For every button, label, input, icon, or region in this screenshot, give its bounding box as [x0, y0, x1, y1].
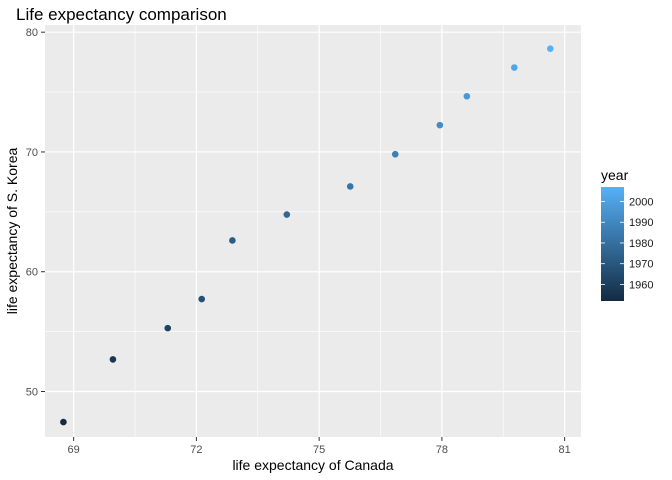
- legend-tick-label: 1960: [629, 279, 653, 291]
- plot-panel: [45, 25, 581, 437]
- y-tick-label: 50: [26, 386, 38, 398]
- x-tick-label: 81: [559, 444, 571, 456]
- legend-title: year: [601, 167, 629, 183]
- legend-colorbar: [601, 187, 624, 301]
- grid-lines: [45, 25, 581, 437]
- legend-tick-label: 1990: [629, 217, 653, 229]
- data-point: [547, 45, 554, 53]
- legend-tick-label: 1970: [629, 259, 653, 271]
- x-tick-label: 72: [190, 444, 202, 456]
- y-axis-title: life expectancy of S. Korea: [4, 148, 20, 315]
- data-point: [198, 295, 206, 303]
- data-point: [109, 356, 117, 363]
- data-point: [463, 92, 471, 100]
- data-point: [283, 211, 291, 218]
- x-tick-label: 69: [68, 444, 80, 456]
- data-point: [346, 183, 354, 190]
- x-tick-label: 75: [313, 444, 325, 456]
- data-points: [60, 45, 554, 426]
- y-axis-ticks: 50 60 70 80: [26, 27, 45, 398]
- chart-title: Life expectancy comparison: [16, 5, 227, 24]
- y-tick-label: 80: [26, 27, 38, 39]
- x-tick-label: 78: [436, 444, 448, 456]
- y-tick-label: 60: [26, 267, 38, 279]
- legend-tick-label: 2000: [629, 197, 653, 209]
- data-point: [511, 64, 518, 71]
- x-axis-ticks: 69 72 75 78 81: [68, 437, 571, 456]
- legend-ticks: 1960 1970 1980 1990 2000: [601, 197, 653, 291]
- x-axis-title: life expectancy of Canada: [232, 457, 393, 473]
- data-point: [229, 237, 236, 244]
- data-point: [391, 150, 399, 158]
- data-point: [436, 121, 444, 129]
- data-point: [60, 418, 67, 426]
- data-point: [164, 324, 172, 332]
- y-tick-label: 70: [26, 147, 38, 159]
- legend-tick-label: 1980: [629, 238, 653, 250]
